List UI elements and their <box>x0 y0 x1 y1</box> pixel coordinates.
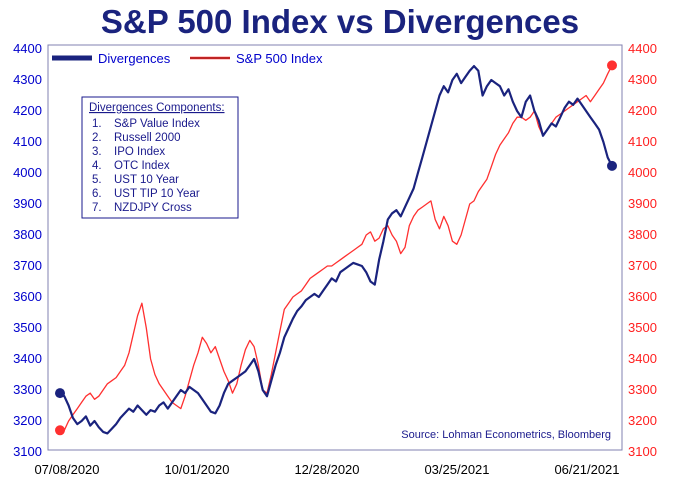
y-right-tick: 4400 <box>628 41 657 56</box>
component-num: 2. <box>92 132 102 144</box>
component-num: 4. <box>92 160 102 172</box>
y-right-tick: 3900 <box>628 196 657 211</box>
y-left-tick: 4400 <box>13 41 42 56</box>
y-left-tick: 3700 <box>13 258 42 273</box>
end-marker-sp500 <box>607 60 617 71</box>
component-num: 6. <box>92 188 102 200</box>
component-num: 3. <box>92 146 102 158</box>
y-left-tick: 3900 <box>13 196 42 211</box>
x-tick: 10/01/2020 <box>164 462 229 477</box>
y-left-tick: 3300 <box>13 382 42 397</box>
end-marker-divergences <box>607 160 617 171</box>
component-name: OTC Index <box>114 160 170 172</box>
component-name: UST 10 Year <box>114 174 179 186</box>
legend-label-divergences: Divergences <box>98 51 171 66</box>
x-tick: 12/28/2020 <box>294 462 359 477</box>
start-marker-sp500 <box>55 425 65 436</box>
x-axis: 07/08/2020 10/01/2020 12/28/2020 03/25/2… <box>34 462 619 477</box>
plot-frame <box>47 44 623 451</box>
y-right-tick: 4200 <box>628 103 657 118</box>
y-left-tick: 3500 <box>13 320 42 335</box>
y-left-tick: 4100 <box>13 134 42 149</box>
y-right-tick: 3100 <box>628 444 657 459</box>
components-box-frame <box>81 96 239 219</box>
components-box-title: Divergences Components: <box>89 102 225 114</box>
y-right-tick: 3200 <box>628 413 657 428</box>
y-left-tick: 3800 <box>13 227 42 242</box>
component-num: 5. <box>92 174 102 186</box>
series-line-sp500 <box>60 65 613 431</box>
y-right-tick: 4100 <box>628 134 657 149</box>
source-note: Source: Lohman Econometrics, Bloomberg <box>401 429 611 441</box>
x-tick: 03/25/2021 <box>424 462 489 477</box>
y-right-tick: 3300 <box>628 382 657 397</box>
y-right-tick: 4000 <box>628 165 657 180</box>
component-name: S&P Value Index <box>114 118 200 130</box>
series-layer <box>59 64 613 435</box>
start-marker-divergences <box>55 388 65 399</box>
component-name: NZDJPY Cross <box>114 202 192 214</box>
y-left-tick: 4300 <box>13 72 42 87</box>
y-left-tick: 3600 <box>13 289 42 304</box>
y-axis-left: 4400 4300 4200 4100 4000 3900 3800 3700 … <box>13 41 42 459</box>
legend: Divergences S&P 500 Index <box>52 51 323 66</box>
y-right-tick: 4300 <box>628 72 657 87</box>
series-line-divergences <box>59 64 613 435</box>
y-left-tick: 3400 <box>13 351 42 366</box>
y-left-tick: 4000 <box>13 165 42 180</box>
component-name: Russell 2000 <box>114 132 180 144</box>
y-left-tick: 4200 <box>13 103 42 118</box>
y-right-tick: 3400 <box>628 351 657 366</box>
chart-title: S&P 500 Index vs Divergences <box>101 3 579 40</box>
x-tick: 06/21/2021 <box>554 462 619 477</box>
component-num: 7. <box>92 202 102 214</box>
y-left-tick: 3100 <box>13 444 42 459</box>
y-left-tick: 3200 <box>13 413 42 428</box>
component-name: UST TIP 10 Year <box>114 188 200 200</box>
y-right-tick: 3800 <box>628 227 657 242</box>
y-axis-right: 4400 4300 4200 4100 4000 3900 3800 3700 … <box>628 41 657 459</box>
component-num: 1. <box>92 118 102 130</box>
y-right-tick: 3600 <box>628 289 657 304</box>
endpoint-markers <box>55 60 617 436</box>
x-tick: 07/08/2020 <box>34 462 99 477</box>
y-right-tick: 3500 <box>628 320 657 335</box>
y-right-tick: 3700 <box>628 258 657 273</box>
legend-label-sp500: S&P 500 Index <box>236 51 323 66</box>
component-name: IPO Index <box>114 146 165 158</box>
components-box: Divergences Components: 1. S&P Value Ind… <box>81 96 239 219</box>
